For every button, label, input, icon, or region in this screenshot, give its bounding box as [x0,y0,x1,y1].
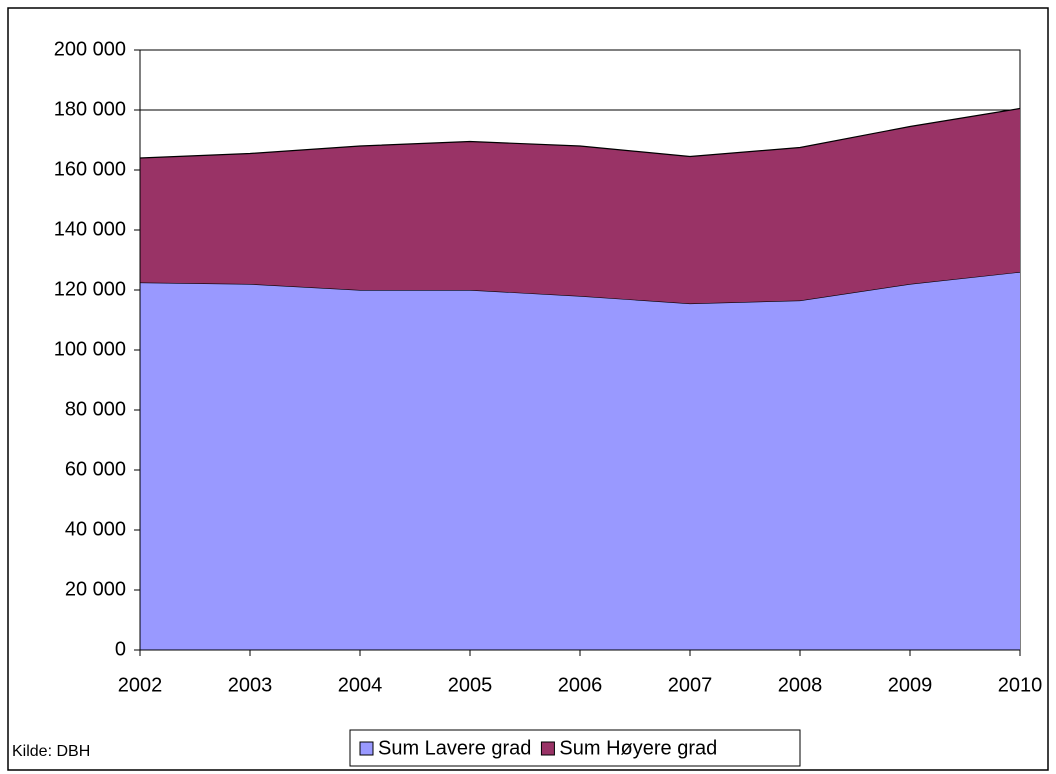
y-tick-label: 100 000 [54,338,126,360]
legend-box [349,729,801,767]
y-tick-label: 200 000 [54,38,126,60]
x-tick-label: 2008 [778,674,823,696]
area [140,108,1020,304]
x-tick-label: 2006 [558,674,603,696]
x-tick-label: 2005 [448,674,493,696]
x-tick-label: 2003 [228,674,273,696]
source-note: Kilde: DBH [12,743,90,760]
x-tick-label: 2007 [668,674,713,696]
x-tick-label: 2010 [998,674,1043,696]
y-tick-label: 120 000 [54,278,126,300]
area [140,272,1020,650]
x-tick-label: 2004 [338,674,383,696]
y-tick-label: 0 [115,638,126,660]
y-tick-label: 180 000 [54,98,126,120]
y-tick-label: 20 000 [65,578,126,600]
area-edge [139,107,1021,159]
legend-swatch [359,741,374,756]
legend-swatch [540,741,555,756]
legend-label: Sum Høyere grad [559,737,717,759]
y-tick-label: 40 000 [65,518,126,540]
legend-label: Sum Lavere grad [378,737,531,759]
y-tick-label: 160 000 [54,158,126,180]
x-tick-label: 2009 [888,674,933,696]
y-tick-label: 60 000 [65,458,126,480]
x-tick-label: 2002 [118,674,163,696]
y-tick-label: 140 000 [54,218,126,240]
y-tick-label: 80 000 [65,398,126,420]
